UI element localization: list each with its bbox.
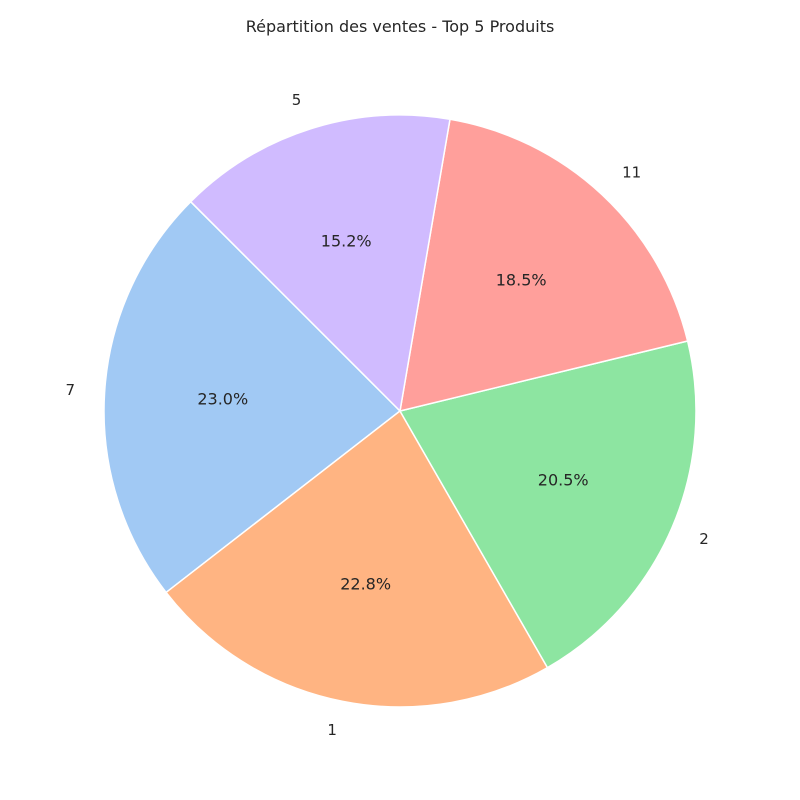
- slice-label-7: 7: [65, 381, 75, 399]
- chart-title: Répartition des ventes - Top 5 Produits: [246, 17, 555, 36]
- pie-slices: [103, 114, 697, 708]
- slice-percent-1: 22.8%: [340, 575, 391, 594]
- pie-slice-2: [399, 340, 697, 669]
- pie-slice-5: [189, 114, 451, 412]
- slice-label-1: 1: [327, 721, 337, 739]
- slice-percent-5: 15.2%: [321, 231, 372, 250]
- slice-percent-2: 20.5%: [538, 471, 589, 490]
- pie-labels: 7 23.0% 1 22.8% 2 20.5% 11 18.5% 5 15.2%: [65, 91, 708, 739]
- slice-label-2: 2: [699, 530, 709, 548]
- pie-slice-7: [103, 200, 401, 594]
- pie-slice-1: [165, 410, 549, 708]
- pie-slice-11: [399, 118, 689, 412]
- slice-percent-7: 23.0%: [197, 389, 248, 408]
- slice-label-11: 11: [622, 163, 641, 181]
- slice-label-5: 5: [292, 91, 302, 109]
- slice-percent-11: 18.5%: [496, 271, 547, 290]
